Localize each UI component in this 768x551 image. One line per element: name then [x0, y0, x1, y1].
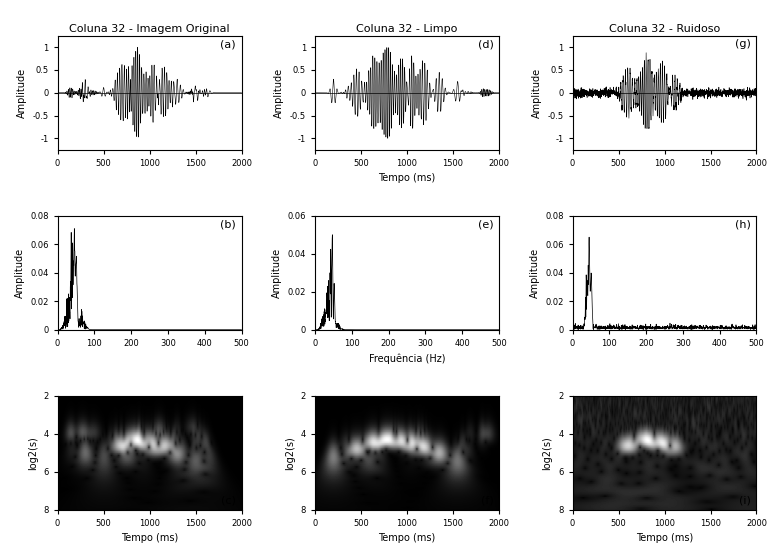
Text: (i): (i) — [739, 495, 751, 505]
Text: (g): (g) — [735, 39, 751, 49]
Y-axis label: log2(s): log2(s) — [28, 436, 38, 469]
Text: (h): (h) — [735, 219, 751, 229]
Title: Coluna 32 - Imagem Original: Coluna 32 - Imagem Original — [69, 24, 230, 34]
Y-axis label: Amplitude: Amplitude — [529, 248, 539, 298]
Y-axis label: Amplitude: Amplitude — [272, 248, 282, 298]
Title: Coluna 32 - Ruidoso: Coluna 32 - Ruidoso — [609, 24, 720, 34]
Title: Coluna 32 - Limpo: Coluna 32 - Limpo — [356, 24, 458, 34]
X-axis label: Tempo (ms): Tempo (ms) — [121, 533, 178, 543]
Text: (b): (b) — [220, 219, 236, 229]
Y-axis label: log2(s): log2(s) — [285, 436, 295, 469]
Text: (d): (d) — [478, 39, 494, 49]
X-axis label: Tempo (ms): Tempo (ms) — [379, 533, 435, 543]
Y-axis label: Amplitude: Amplitude — [532, 68, 542, 118]
X-axis label: Tempo (ms): Tempo (ms) — [636, 533, 694, 543]
Text: (c): (c) — [221, 495, 236, 505]
Text: (f): (f) — [481, 495, 494, 505]
Y-axis label: Amplitude: Amplitude — [274, 68, 284, 118]
Y-axis label: Amplitude: Amplitude — [17, 68, 27, 118]
X-axis label: Tempo (ms): Tempo (ms) — [379, 174, 435, 183]
X-axis label: Frequência (Hz): Frequência (Hz) — [369, 353, 445, 364]
Text: (e): (e) — [478, 219, 494, 229]
Y-axis label: log2(s): log2(s) — [543, 436, 553, 469]
Y-axis label: Amplitude: Amplitude — [15, 248, 25, 298]
Text: (a): (a) — [220, 39, 236, 49]
